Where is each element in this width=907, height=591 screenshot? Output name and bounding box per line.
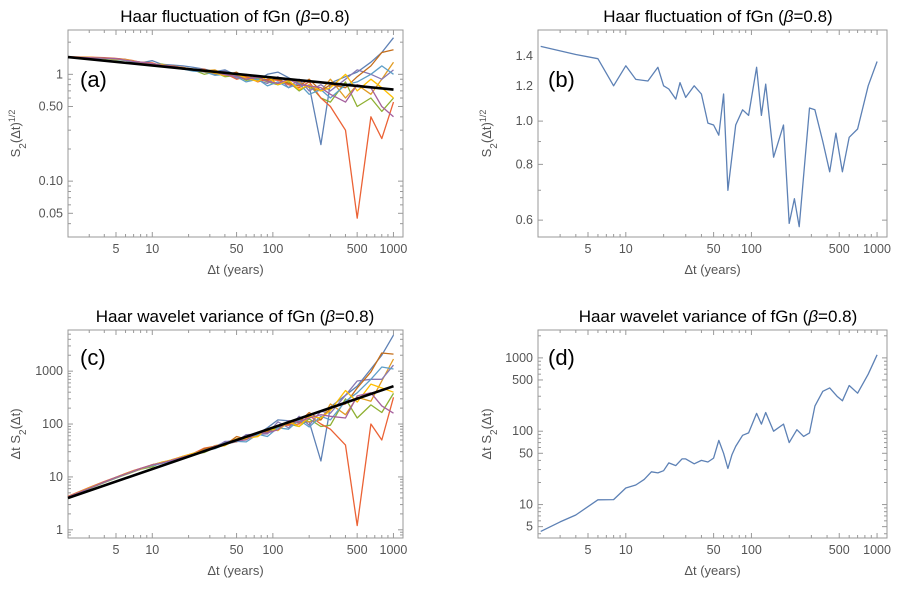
x-tick-label: 10 (145, 242, 159, 256)
x-tick-label: 500 (829, 242, 850, 256)
x-tick-label: 1000 (863, 242, 891, 256)
x-tick-label: 50 (230, 242, 244, 256)
series-line-4 (67, 397, 395, 527)
fit-line (67, 384, 394, 500)
chart-title-param: ( (778, 7, 784, 26)
y-tick-label: 50 (519, 446, 533, 460)
x-tick-label: 100 (741, 543, 762, 557)
y-tick-label: 0.8 (516, 157, 533, 171)
y-tick-label: 0.6 (516, 213, 533, 227)
x-tick-label: 10 (619, 242, 633, 256)
y-tick-label: 1.0 (516, 114, 533, 128)
y-tick-label: 100 (42, 417, 63, 431)
panel-label: (b) (548, 67, 575, 92)
x-tick-label: 50 (707, 543, 721, 557)
y-tick-label: 10 (519, 498, 533, 512)
y-axis-label: S2(Δt)1/2 (7, 110, 29, 158)
chart-title-text: Haar wavelet variance of fGn (96, 307, 320, 326)
x-axis-label: Δt (years) (207, 262, 263, 277)
x-axis-label: Δt (years) (684, 563, 740, 578)
y-tick-label: 1000 (35, 364, 63, 378)
y-tick-label: 0.05 (39, 206, 63, 220)
x-tick-label: 50 (707, 242, 721, 256)
x-tick-label: 100 (741, 242, 762, 256)
chart-title-param: ( (803, 307, 809, 326)
x-tick-label: 1000 (380, 242, 408, 256)
y-tick-label: 10 (49, 470, 63, 484)
y-tick-label: 100 (512, 424, 533, 438)
series-line-9 (67, 56, 394, 118)
chart-title-text: Haar fluctuation of fGn (120, 7, 295, 26)
chart-panel-d: Haar wavelet variance of fGn (β=0.8) 5 10 5… (479, 307, 891, 578)
x-tick-label: 10 (619, 543, 633, 557)
x-tick-label: 1000 (863, 543, 891, 557)
chart-title-param: ( (320, 307, 326, 326)
series-line-4 (67, 56, 395, 219)
chart-panel-b: Haar fluctuation of fGn (β=0.8) 5 10 50 100 5… (478, 7, 891, 277)
x-tick-label: 500 (347, 543, 368, 557)
series-line-6 (67, 352, 394, 498)
chart-title-text: Haar wavelet variance of fGn (579, 307, 803, 326)
series-line-1 (67, 334, 395, 498)
chart-title: Haar fluctuation of fGn (β=0.8) (603, 7, 832, 26)
y-axis-label: S2(Δt)1/2 (478, 110, 500, 158)
y-axis-label: Δt S2(Δt) (8, 408, 29, 459)
y-tick-label: 0.10 (39, 174, 63, 188)
y-tick-label: 1 (56, 523, 63, 537)
chart-title: Haar fluctuation of fGn (β=0.8) (120, 7, 349, 26)
chart-title: Haar wavelet variance of fGn (β=0.8) (96, 307, 375, 326)
series-line-1 (540, 45, 878, 228)
x-tick-label: 5 (585, 242, 592, 256)
y-tick-label: 500 (512, 373, 533, 387)
plot-frame (537, 29, 888, 238)
x-tick-label: 5 (113, 242, 120, 256)
y-tick-label: 5 (526, 520, 533, 534)
y-tick-label: 1000 (505, 351, 533, 365)
panel-label: (a) (80, 67, 107, 92)
x-tick-label: 500 (347, 242, 368, 256)
y-tick-label: 1.2 (516, 79, 533, 93)
x-tick-label: 1000 (380, 543, 408, 557)
chart-panel-a: Haar fluctuation of fGn (β=0.8) 5 10 50 100 5… (7, 7, 407, 277)
y-tick-label: 0.50 (39, 99, 63, 113)
panel-label: (d) (548, 345, 575, 370)
panel-label: (c) (80, 345, 106, 370)
x-axis-label: Δt (years) (207, 563, 263, 578)
x-tick-label: 10 (145, 543, 159, 557)
series-line-1 (540, 354, 878, 532)
plot-frame (537, 329, 888, 539)
chart-title-param: ( (295, 7, 301, 26)
plot-frame (67, 29, 404, 238)
chart-panel-c: Haar wavelet variance of fGn (β=0.8) 5 10 5… (8, 307, 407, 578)
x-tick-label: 100 (262, 543, 283, 557)
series-line-7 (67, 366, 394, 498)
chart-title: Haar wavelet variance of fGn (β=0.8) (579, 307, 858, 326)
y-tick-label: 1.4 (516, 49, 533, 63)
x-axis-label: Δt (years) (684, 262, 740, 277)
plot-frame (67, 329, 404, 539)
x-tick-label: 100 (262, 242, 283, 256)
series-line-7 (67, 57, 394, 99)
fit-line (67, 55, 394, 91)
chart-title-text: Haar fluctuation of fGn (603, 7, 778, 26)
x-tick-label: 5 (113, 543, 120, 557)
x-tick-label: 500 (829, 543, 850, 557)
x-tick-label: 50 (230, 543, 244, 557)
x-tick-label: 5 (585, 543, 592, 557)
y-axis-label: Δt S2(Δt) (479, 408, 500, 459)
y-tick-label: 1 (56, 67, 63, 81)
